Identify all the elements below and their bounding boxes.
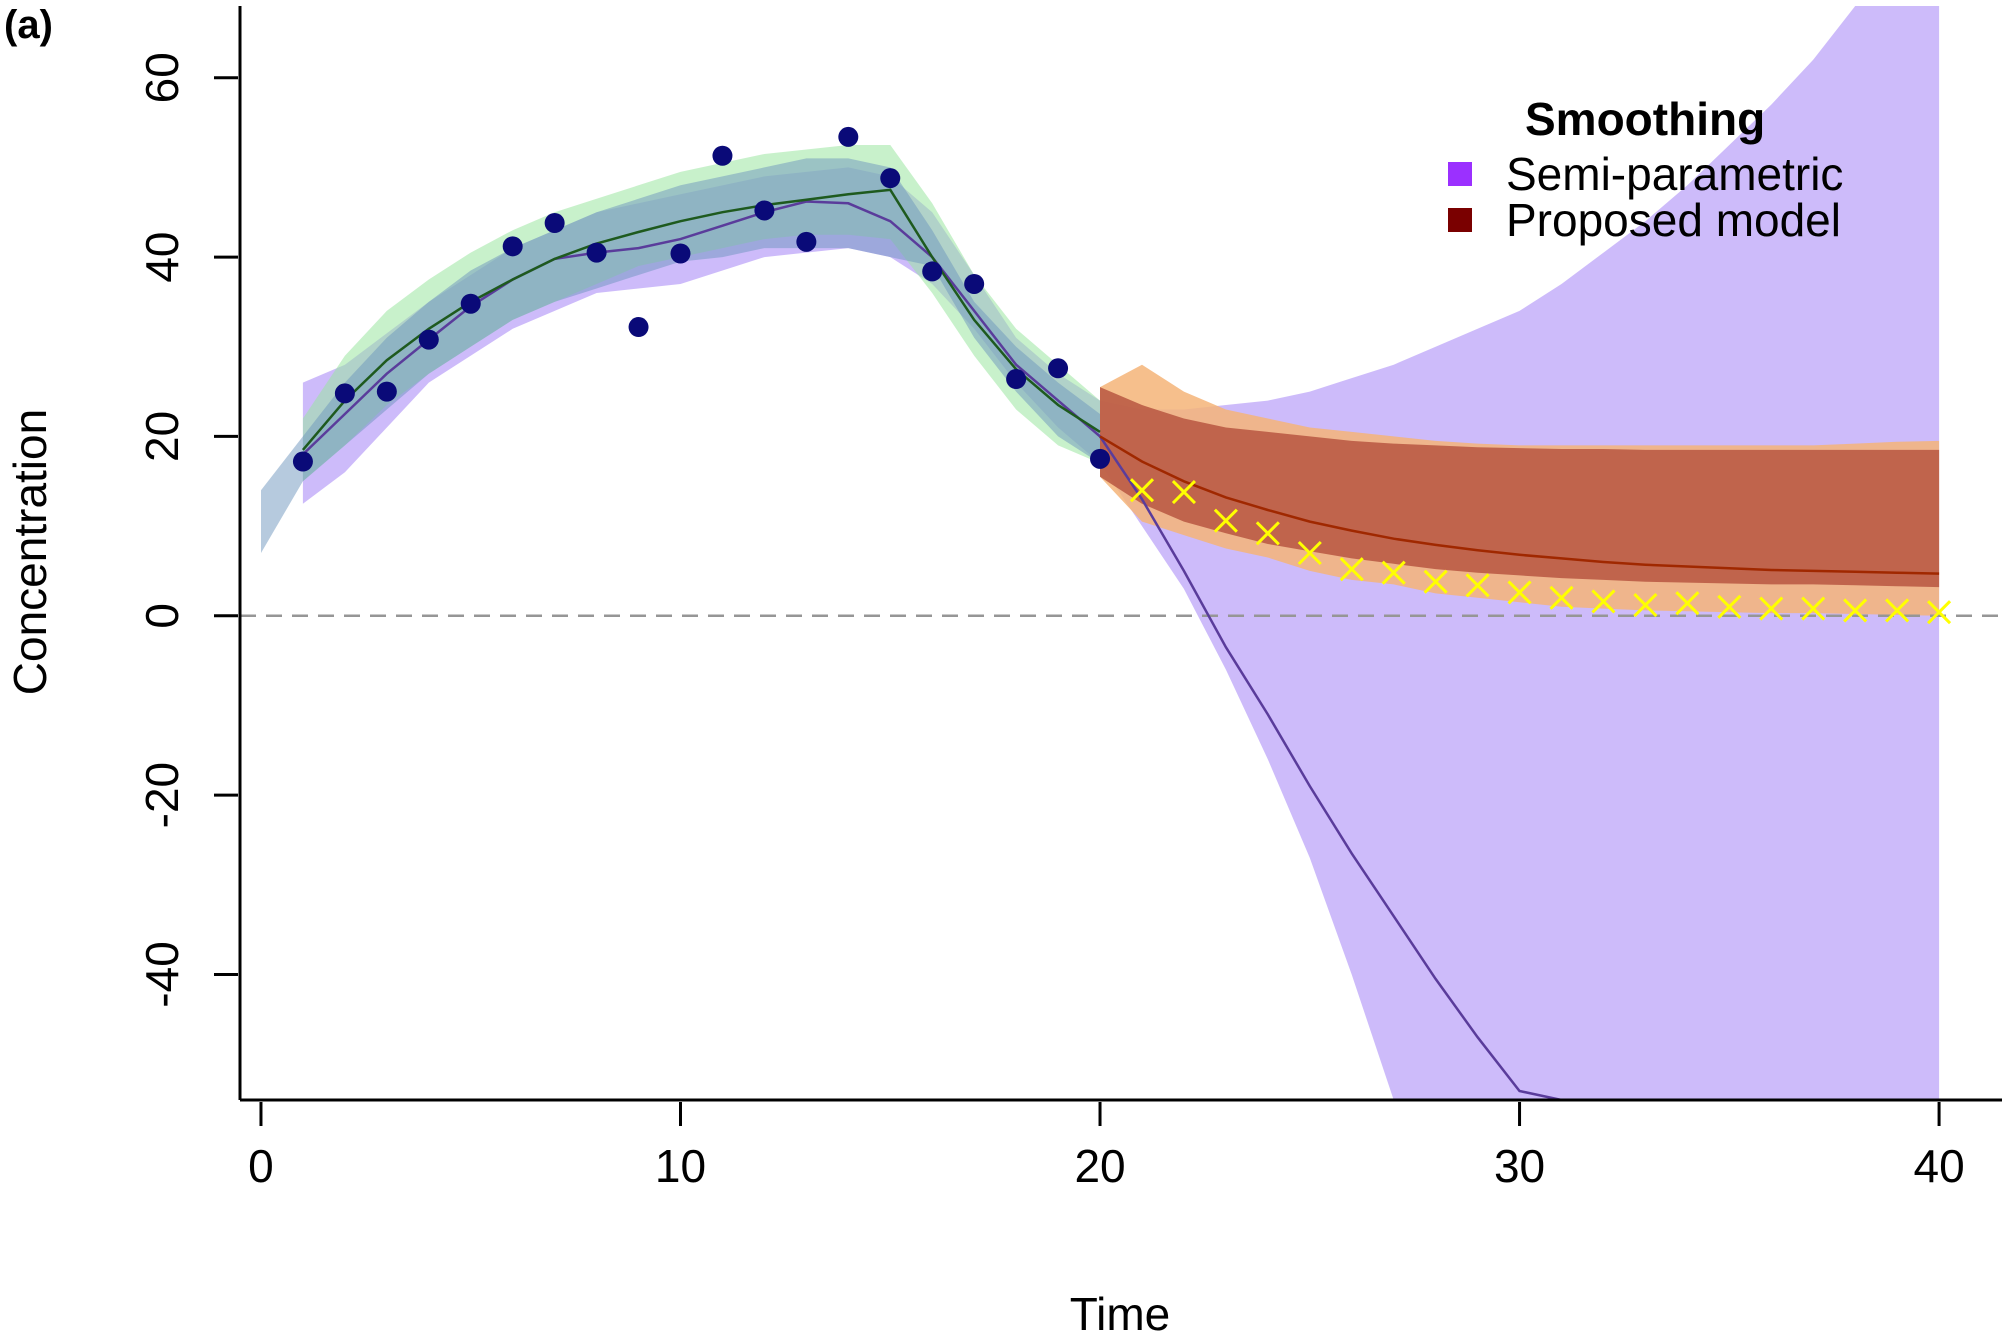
forecast-point [1927,600,1952,625]
observed-point [460,293,481,314]
forecast-marker-stroke [1339,557,1364,582]
y-tick-label: -20 [136,762,188,828]
green-fit-line [301,188,1101,451]
observed-point [1048,358,1069,379]
observed-point [880,168,901,189]
legend-label-semiparametric: Semi-parametric [1506,148,1843,200]
legend-title: Smoothing [1525,93,1765,145]
y-tick-label: 60 [136,52,188,103]
y-axis-title: Concentration [4,409,56,695]
forecast-point [1213,508,1238,533]
panel-label: (a) [4,3,53,47]
forecast-marker-stroke [1675,591,1700,616]
forecast-point [1129,478,1155,503]
observed-point [502,236,523,257]
x-tick-label: 30 [1494,1140,1545,1192]
forecast-marker-stroke [1633,592,1658,618]
forecast-marker-stroke [1885,598,1910,623]
forecast-point [1717,594,1742,619]
forecast-point [1507,580,1532,605]
forecast-marker-stroke [1213,508,1238,533]
forecast-point [1381,560,1406,585]
y-tick-label: -40 [136,941,188,1007]
observed-point [670,243,691,264]
legend: Smoothing Semi-parametric Proposed model [1448,93,1843,246]
forecast-point [1255,521,1280,546]
y-tick-label: 20 [136,411,188,462]
x-tick-label: 20 [1074,1140,1125,1192]
data-points [292,126,1952,625]
x-tick-label: 40 [1913,1140,1964,1192]
forecast-marker-stroke [1591,589,1616,614]
forecast-marker-stroke [1255,521,1280,546]
observed-point [712,145,733,166]
forecast-point [1423,569,1448,594]
forecast-marker-stroke [1129,478,1155,503]
proposed-fit-line [1099,435,1940,575]
observed-point [1090,448,1111,469]
observed-point [754,200,775,221]
forecast-marker-stroke [1549,585,1574,610]
observed-point [838,126,859,147]
forecast-point [1759,596,1784,621]
y-tick-label: 0 [136,603,188,629]
observed-point [628,317,649,338]
forecast-marker-stroke [1423,569,1448,594]
forecast-marker-stroke [1171,479,1196,505]
observed-point [292,451,313,472]
forecast-marker-stroke [1297,540,1322,566]
forecast-marker-stroke [1759,596,1784,621]
observed-point [334,383,355,404]
y-tick-label: 40 [136,231,188,282]
legend-swatch-proposed [1448,208,1472,232]
forecast-marker-stroke [1801,596,1826,621]
legend-label-proposed: Proposed model [1506,194,1841,246]
forecast-marker-stroke [1717,594,1742,619]
legend-swatch-semiparametric [1448,162,1472,186]
forecast-marker-stroke [1465,573,1490,598]
forecast-point [1633,592,1658,618]
blue-band [261,158,1100,553]
x-tick-label: 10 [655,1140,706,1192]
forecast-point [1843,598,1868,623]
fit-lines [240,188,2002,1100]
observed-point [964,273,985,294]
axes: 0 10 20 30 40 -40 -20 0 20 40 60 [136,6,2002,1192]
x-axis-title: Time [1070,1288,1171,1340]
observed-point [586,242,607,263]
observed-point [922,261,943,282]
x-tick-label: 0 [248,1140,274,1192]
forecast-point [1171,479,1196,505]
forecast-point [1801,596,1826,621]
forecast-point [1591,589,1616,614]
forecast-marker-stroke [1843,598,1868,623]
forecast-point [1675,591,1700,616]
semiparametric-band [302,6,1940,1100]
observed-point [1006,369,1027,390]
forecast-point [1885,598,1910,623]
forecast-point [1297,540,1322,566]
observed-point [796,231,817,252]
forecast-point [1465,573,1490,598]
proposed-band-inner [1100,387,1940,588]
forecast-point [1339,557,1364,582]
forecast-marker-stroke [1381,560,1406,585]
observed-point [418,329,439,350]
forecast-marker-stroke [1927,600,1952,625]
forecast-point [1549,585,1574,610]
observed-point [376,381,397,402]
observed-point [544,213,565,234]
forecast-marker-stroke [1507,580,1532,605]
